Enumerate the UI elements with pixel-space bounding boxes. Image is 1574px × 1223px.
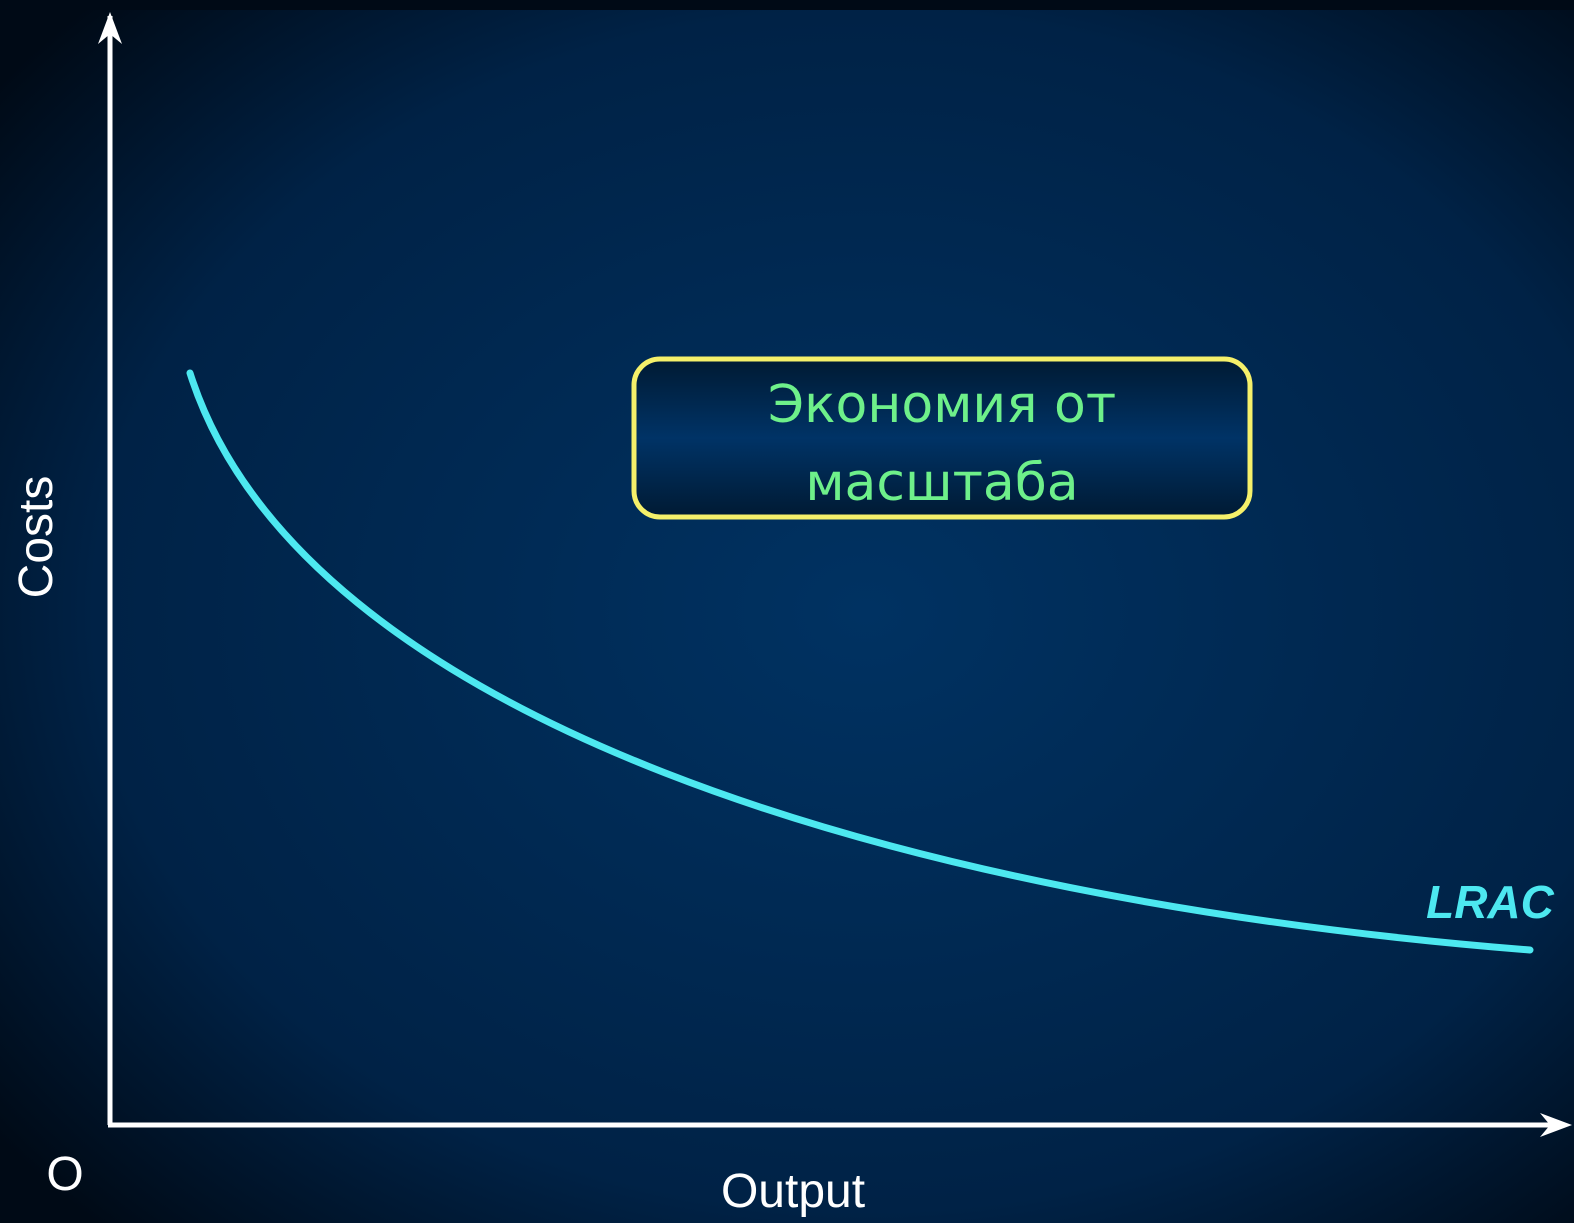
- callout-line: Экономия от: [768, 375, 1116, 435]
- y-axis-arrow: [98, 12, 122, 44]
- x-axis-label: Output: [721, 1165, 865, 1218]
- top-band: [0, 0, 1574, 10]
- y-axis-label: Costs: [10, 476, 63, 599]
- x-axis-arrow: [1540, 1113, 1572, 1137]
- callout-box: [631, 356, 1253, 520]
- origin-label: O: [46, 1148, 83, 1201]
- callout-line: масштаба: [805, 453, 1078, 513]
- curve-label: LRAC: [1426, 876, 1555, 928]
- lrac-curve: [186, 369, 1534, 954]
